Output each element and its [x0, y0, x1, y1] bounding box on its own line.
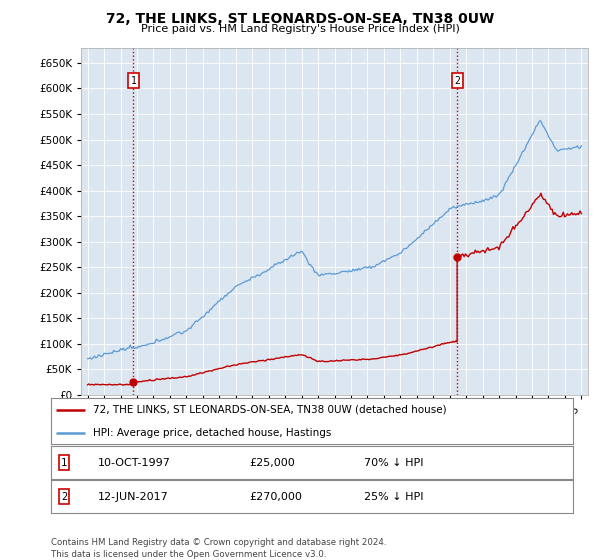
Text: 25% ↓ HPI: 25% ↓ HPI — [364, 492, 424, 502]
Text: 1: 1 — [130, 76, 136, 86]
Text: 2: 2 — [454, 76, 460, 86]
Text: Price paid vs. HM Land Registry's House Price Index (HPI): Price paid vs. HM Land Registry's House … — [140, 24, 460, 34]
Text: Contains HM Land Registry data © Crown copyright and database right 2024.
This d: Contains HM Land Registry data © Crown c… — [51, 538, 386, 559]
Text: 72, THE LINKS, ST LEONARDS-ON-SEA, TN38 0UW: 72, THE LINKS, ST LEONARDS-ON-SEA, TN38 … — [106, 12, 494, 26]
Text: £270,000: £270,000 — [250, 492, 302, 502]
Point — [128, 377, 138, 386]
Text: 12-JUN-2017: 12-JUN-2017 — [98, 492, 169, 502]
Text: 70% ↓ HPI: 70% ↓ HPI — [364, 458, 424, 468]
Text: £25,000: £25,000 — [250, 458, 295, 468]
Text: 72, THE LINKS, ST LEONARDS-ON-SEA, TN38 0UW (detached house): 72, THE LINKS, ST LEONARDS-ON-SEA, TN38 … — [93, 405, 446, 415]
Text: HPI: Average price, detached house, Hastings: HPI: Average price, detached house, Hast… — [93, 428, 331, 438]
Point — [452, 253, 462, 262]
Text: 1: 1 — [61, 458, 67, 468]
Text: 10-OCT-1997: 10-OCT-1997 — [98, 458, 171, 468]
Text: 2: 2 — [61, 492, 67, 502]
